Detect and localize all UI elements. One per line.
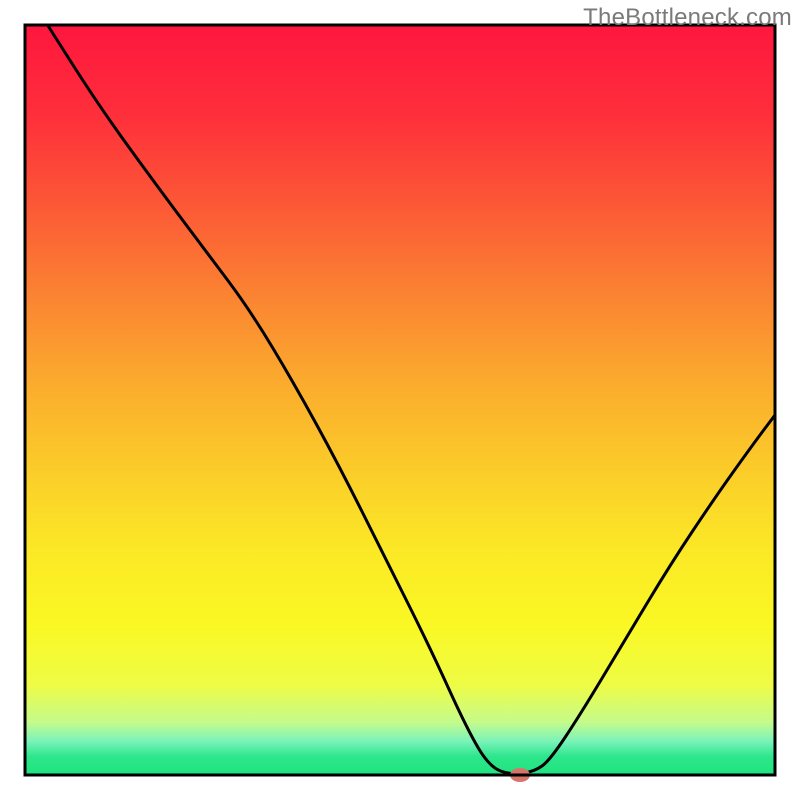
gradient-background: [25, 25, 775, 775]
chart-container: TheBottleneck.com: [0, 0, 800, 800]
watermark-text: TheBottleneck.com: [583, 4, 792, 32]
bottleneck-curve-chart: [0, 0, 800, 800]
